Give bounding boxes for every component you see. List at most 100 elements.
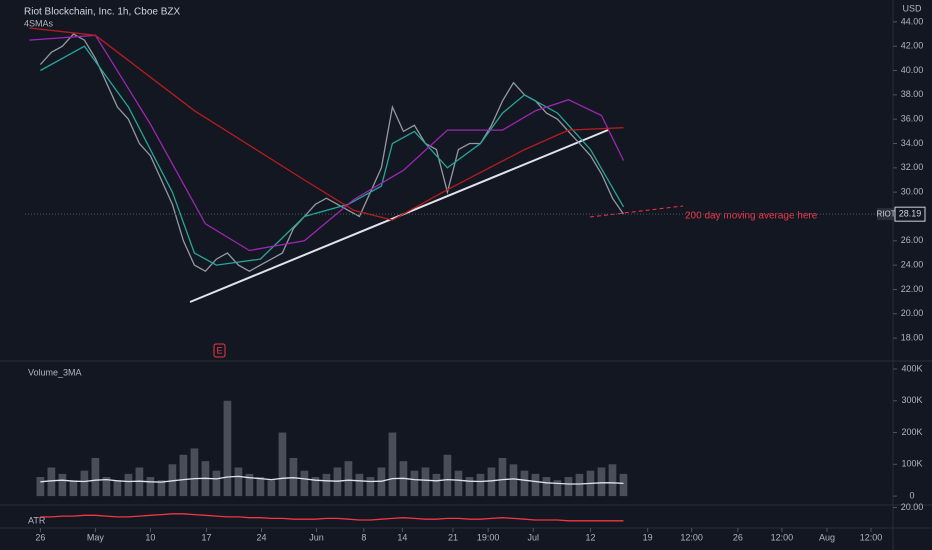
volume-bar [520, 470, 529, 497]
volume-bar [157, 480, 166, 497]
earnings-label[interactable]: E [216, 345, 222, 355]
x-tick-label: 8 [361, 532, 366, 542]
volume-bar [124, 473, 133, 497]
volume-bar [146, 477, 155, 497]
volume-bar [311, 477, 320, 497]
volume-bar [80, 470, 89, 497]
chart-title: Riot Blockchain, Inc. 1h, Cboe BZX [24, 7, 181, 18]
volume-bar [509, 464, 518, 497]
y-tick-label: 44.00 [901, 16, 924, 26]
x-tick-label: 24 [257, 532, 267, 542]
y-tick-label: 300K [901, 395, 922, 405]
volume-bar [179, 454, 188, 497]
volume-bar [421, 467, 430, 497]
volume-bar [58, 473, 67, 497]
x-tick-label: 17 [202, 532, 212, 542]
x-tick-label: 12:00 [860, 532, 883, 542]
volume-bar [322, 473, 331, 497]
volume-bar [278, 432, 287, 497]
series-line [40, 475, 624, 485]
volume-bar [366, 477, 375, 497]
volume-bar [454, 470, 463, 497]
volume-bar [289, 457, 298, 497]
y-tick-label: 38.00 [901, 89, 924, 99]
currency: USD [902, 3, 922, 13]
volume-bar [531, 473, 540, 497]
y-tick-label: 22.00 [901, 284, 924, 294]
volume-bar [575, 473, 584, 497]
symbol-box [877, 208, 895, 221]
earnings-icon[interactable] [213, 343, 226, 358]
volume-bar [608, 464, 617, 497]
y-tick-label: 24.00 [901, 260, 924, 270]
y-tick-label: 20.00 [901, 502, 924, 512]
volume-bar [47, 467, 56, 497]
y-tick-label: 0 [909, 490, 914, 500]
symbol-label: RIOT [876, 209, 895, 218]
x-tick-label: Aug [819, 532, 835, 542]
x-tick-label: 12 [585, 532, 595, 542]
indicator-label: 4SMAs [24, 18, 54, 28]
volume-bar [300, 470, 309, 497]
volume-bar [564, 477, 573, 497]
x-tick-label: 12:00 [771, 532, 794, 542]
x-tick-label: 12:00 [680, 532, 703, 542]
x-tick-label: 26 [35, 532, 45, 542]
volume-bar [212, 470, 221, 497]
y-tick-label: 400K [901, 363, 922, 373]
y-tick-label: 20.00 [901, 308, 924, 318]
indicator-label: Volume_3MA [28, 367, 82, 377]
volume-bar [597, 467, 606, 497]
series-line [40, 45, 625, 266]
volume-bar [256, 477, 265, 497]
annotation: 200 day moving average here [685, 211, 818, 222]
volume-bar [388, 432, 397, 497]
x-tick-label: 26 [733, 532, 743, 542]
x-tick-label: Jul [528, 532, 540, 542]
volume-bar [36, 477, 45, 497]
series-line [29, 27, 624, 221]
volume-bar [443, 454, 452, 497]
price-label: 28.19 [899, 209, 922, 219]
x-tick-label: 19:00 [477, 532, 500, 542]
volume-bar [91, 457, 100, 497]
volume-bar [190, 448, 199, 497]
volume-bar [234, 467, 243, 497]
x-tick-label: 14 [397, 532, 407, 542]
y-tick-label: 34.00 [901, 138, 924, 148]
y-tick-label: 26.00 [901, 235, 924, 245]
indicator-label: ATR [28, 515, 46, 525]
volume-bar [542, 477, 551, 497]
y-tick-label: 32.00 [901, 162, 924, 172]
volume-bar [410, 470, 419, 497]
series-line [40, 513, 624, 522]
volume-bar [619, 473, 628, 497]
price-box [894, 206, 926, 222]
x-tick-label: May [87, 532, 105, 542]
x-tick-label: 19 [643, 532, 653, 542]
y-tick-label: 200K [901, 427, 922, 437]
volume-bar [476, 473, 485, 497]
volume-bar [69, 480, 78, 497]
y-tick-label: 30.00 [901, 187, 924, 197]
volume-bar [553, 480, 562, 497]
x-tick-label: Jun [309, 532, 324, 542]
x-tick-label: 21 [448, 532, 458, 542]
volume-bar [487, 467, 496, 497]
volume-bar [432, 473, 441, 497]
volume-bar [267, 480, 276, 497]
volume-bar [245, 473, 254, 497]
series-line [29, 34, 625, 252]
volume-bar [498, 457, 507, 497]
volume-bar [355, 473, 364, 497]
volume-bar [102, 477, 111, 497]
volume-bar [465, 477, 474, 497]
y-tick-label: 100K [901, 459, 922, 469]
volume-bar [344, 461, 353, 497]
y-tick-label: 42.00 [901, 41, 924, 51]
drawing-line [589, 205, 684, 218]
volume-bar [223, 400, 232, 497]
